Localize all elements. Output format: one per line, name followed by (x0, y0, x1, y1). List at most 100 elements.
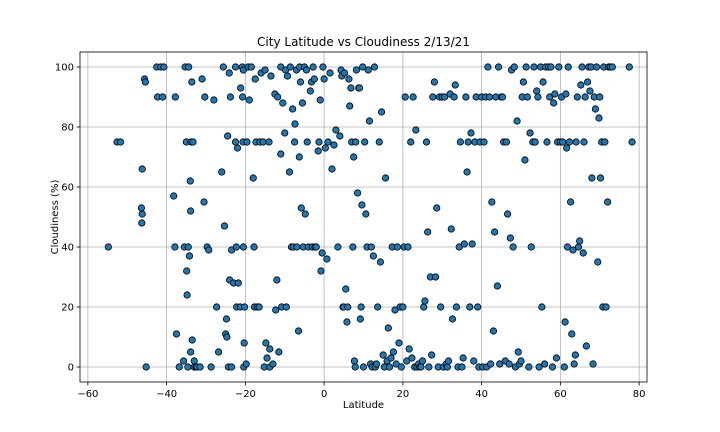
data-point (347, 84, 355, 92)
data-point (272, 306, 280, 314)
data-point (541, 360, 549, 368)
data-point (187, 348, 195, 356)
data-point (266, 345, 274, 353)
data-point (596, 93, 604, 101)
data-point (565, 138, 574, 146)
data-point (196, 363, 204, 371)
data-point (142, 363, 150, 371)
data-point (317, 267, 325, 275)
data-point (378, 108, 386, 116)
data-point (365, 117, 374, 125)
data-point (240, 303, 249, 311)
data-point (231, 63, 240, 71)
data-point (227, 363, 236, 371)
data-point (577, 81, 585, 89)
data-point (525, 363, 533, 371)
data-point (104, 243, 112, 251)
data-point (504, 210, 512, 218)
data-point (324, 138, 332, 146)
data-point (185, 252, 194, 260)
chart-title: City Latitude vs Cloudiness 2/13/21 (257, 35, 470, 49)
data-point (505, 360, 513, 368)
data-point (559, 138, 567, 146)
x-tick-label: −60 (77, 389, 98, 400)
data-point (393, 243, 401, 251)
data-point (578, 63, 586, 71)
data-point (397, 363, 405, 371)
data-point (375, 138, 383, 146)
data-point (293, 243, 301, 251)
data-point (589, 360, 597, 368)
data-point (172, 330, 181, 338)
data-point (294, 327, 303, 335)
data-point (387, 354, 395, 362)
data-point (364, 66, 372, 74)
x-tick-label: 40 (475, 389, 488, 400)
data-point (285, 168, 294, 176)
data-point (183, 291, 191, 299)
y-tick-label: 60 (61, 183, 74, 194)
data-point (233, 144, 242, 152)
data-point (468, 240, 476, 248)
data-point (441, 93, 449, 101)
data-point (488, 198, 496, 206)
plot-frame (79, 51, 648, 383)
data-point (346, 102, 354, 110)
data-point (420, 303, 428, 311)
data-point (226, 93, 235, 101)
data-point (464, 138, 472, 146)
data-point (184, 363, 192, 371)
data-point (608, 63, 616, 71)
data-point (456, 138, 464, 146)
data-point (491, 228, 499, 236)
data-point (291, 120, 299, 128)
data-point (367, 243, 375, 251)
data-point (450, 93, 458, 101)
data-point (523, 93, 531, 101)
data-point (550, 99, 558, 107)
data-point (223, 333, 231, 341)
data-point (384, 324, 392, 332)
data-point (328, 165, 336, 173)
data-point (561, 318, 569, 326)
data-point (160, 63, 168, 71)
data-point (334, 243, 342, 251)
data-point (267, 72, 275, 80)
data-point (568, 330, 576, 338)
data-point (569, 246, 577, 254)
data-point (489, 327, 498, 335)
data-point (205, 246, 213, 254)
data-point (358, 201, 366, 209)
data-point (581, 93, 589, 101)
data-point (187, 207, 195, 215)
data-point (572, 138, 580, 146)
data-point (224, 132, 232, 140)
data-point (281, 129, 289, 137)
data-point (519, 78, 527, 86)
data-point (425, 363, 433, 371)
data-point (237, 84, 245, 92)
y-tick-label: 100 (55, 63, 74, 74)
data-point (219, 63, 227, 71)
x-tick-label: −20 (235, 389, 256, 400)
data-point (596, 174, 605, 182)
data-point (321, 144, 329, 152)
data-point (424, 228, 432, 236)
data-point (443, 363, 451, 371)
data-point (560, 363, 568, 371)
data-point (361, 138, 369, 146)
data-point (374, 303, 382, 311)
x-tick-label: −40 (156, 389, 177, 400)
data-point (137, 204, 146, 212)
data-point (548, 363, 557, 371)
x-tick-label: 80 (633, 389, 646, 400)
data-point (539, 78, 547, 86)
data-point (240, 339, 248, 347)
data-point (282, 303, 290, 311)
data-point (332, 126, 340, 134)
data-point (306, 87, 314, 95)
data-point (467, 129, 475, 137)
data-point (234, 279, 242, 287)
data-point (302, 66, 311, 74)
